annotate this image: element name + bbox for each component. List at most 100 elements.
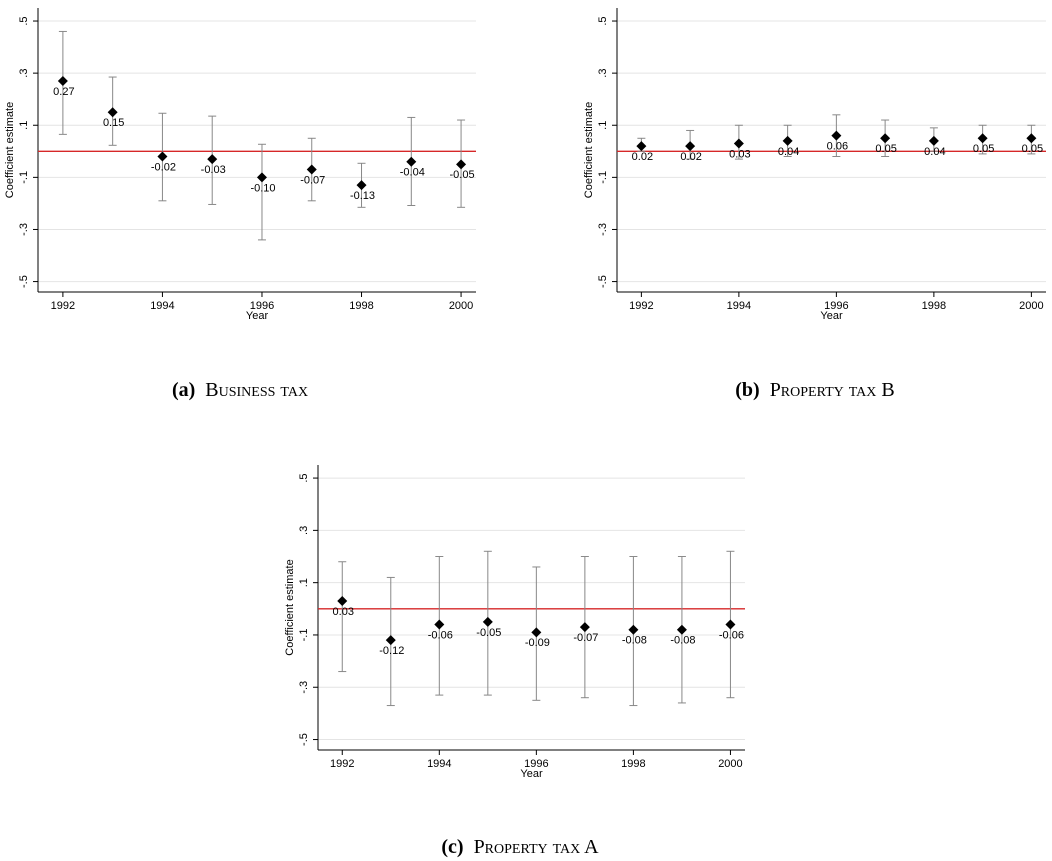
x-axis-label: Year — [246, 310, 269, 322]
panel: .5 .3 .1 -.1 -.3 -.5 1992 1994 1996 1998 2000 Year C… — [583, 8, 1046, 401]
caption-label: (b) — [735, 379, 759, 401]
value-label: 0.05 — [973, 143, 994, 155]
point-marker — [928, 135, 939, 146]
value-label: 0.02 — [632, 151, 653, 163]
x-tick-label: 2000 — [449, 300, 473, 312]
point-marker — [636, 141, 647, 152]
value-label: 0.04 — [924, 146, 945, 158]
value-label: -0.10 — [250, 182, 275, 194]
y-tick-label: -.3 — [597, 223, 609, 236]
x-tick-label: 1992 — [51, 300, 75, 312]
y-tick-label: .5 — [298, 473, 310, 482]
point-marker — [434, 619, 445, 630]
value-label: -0.08 — [622, 635, 647, 647]
y-tick-label: .3 — [597, 69, 609, 78]
panel: .5 .3 .1 -.1 -.3 -.5 1992 1994 1996 1998 2000 Year C… — [284, 465, 745, 858]
value-label: -0.08 — [670, 635, 695, 647]
y-tick-label: -.5 — [18, 275, 30, 288]
y-tick-label: .1 — [18, 121, 30, 130]
caption: (b) Property tax B — [735, 379, 895, 401]
point-marker — [628, 624, 639, 635]
value-label: -0.05 — [450, 169, 475, 181]
point-marker — [531, 627, 542, 638]
caption-label: (a) — [172, 379, 195, 401]
value-label: 0.05 — [875, 143, 896, 155]
x-tick-label: 1992 — [330, 758, 354, 770]
value-label: -0.03 — [201, 164, 226, 176]
point-marker — [306, 164, 317, 175]
value-label: 0.05 — [1022, 143, 1043, 155]
caption-text: Property tax B — [770, 379, 895, 401]
caption-text: Property tax A — [474, 836, 600, 858]
y-tick-label: .5 — [18, 16, 30, 25]
value-label: -0.09 — [525, 637, 550, 649]
x-axis-label: Year — [520, 768, 543, 780]
error-bar — [257, 143, 266, 241]
y-axis-label: Coefficient estimate — [284, 559, 296, 655]
y-tick-label: .1 — [298, 578, 310, 587]
y-axis-label: Coefficient estimate — [583, 102, 595, 198]
point-marker — [207, 154, 218, 165]
y-axis-label: Coefficient estimate — [4, 102, 16, 198]
x-tick-label: 2000 — [1019, 300, 1043, 312]
point-marker — [733, 138, 744, 149]
point-marker — [406, 156, 417, 167]
point-marker — [337, 595, 348, 606]
point-marker — [157, 151, 168, 162]
value-label: 0.02 — [680, 151, 701, 163]
value-label: -0.12 — [379, 645, 404, 657]
point-marker — [880, 133, 891, 144]
y-tick-label: -.5 — [298, 733, 310, 746]
x-tick-label: 1994 — [150, 300, 174, 312]
y-tick-label: .3 — [298, 526, 310, 535]
value-label: 0.15 — [103, 117, 124, 129]
y-tick-label: .3 — [18, 69, 30, 78]
value-label: 0.03 — [729, 148, 750, 160]
value-label: -0.02 — [151, 161, 176, 173]
point-marker — [356, 180, 367, 191]
point-marker — [57, 75, 68, 86]
value-label: 0.03 — [333, 606, 354, 618]
x-tick-label: 1998 — [621, 758, 645, 770]
caption: (c) Property tax A — [441, 836, 599, 858]
caption-text: Business tax — [205, 379, 308, 401]
value-label: -0.07 — [300, 174, 325, 186]
point-marker — [256, 172, 267, 183]
point-marker — [676, 624, 687, 635]
y-tick-label: .1 — [597, 121, 609, 130]
y-tick-label: -.1 — [298, 629, 310, 642]
y-tick-label: -.3 — [18, 223, 30, 236]
x-tick-label: 1994 — [727, 300, 751, 312]
caption-label: (c) — [441, 836, 463, 858]
point-marker — [107, 107, 118, 118]
y-tick-label: -.1 — [18, 171, 30, 184]
point-marker — [1026, 133, 1037, 144]
value-label: 0.06 — [827, 141, 848, 153]
value-label: -0.06 — [719, 629, 744, 641]
y-tick-label: -.3 — [298, 681, 310, 694]
point-marker — [782, 135, 793, 146]
value-label: 0.27 — [53, 86, 74, 98]
x-tick-label: 1998 — [922, 300, 946, 312]
value-label: -0.13 — [350, 190, 375, 202]
point-marker — [482, 616, 493, 627]
point-marker — [725, 619, 736, 630]
x-tick-label: 1998 — [349, 300, 373, 312]
value-label: 0.04 — [778, 146, 799, 158]
x-tick-label: 1994 — [427, 758, 451, 770]
value-label: -0.05 — [476, 627, 501, 639]
point-marker — [456, 159, 467, 170]
y-tick-label: -.5 — [597, 275, 609, 288]
value-label: -0.04 — [400, 167, 425, 179]
y-tick-label: .5 — [597, 16, 609, 25]
x-tick-label: 1996 — [824, 300, 848, 312]
y-tick-label: -.1 — [597, 171, 609, 184]
x-tick-label: 1992 — [629, 300, 653, 312]
point-marker — [977, 133, 988, 144]
point-marker — [385, 635, 396, 646]
x-axis-label: Year — [820, 310, 843, 322]
error-bar — [338, 561, 347, 673]
point-marker — [685, 141, 696, 152]
x-tick-label: 2000 — [718, 758, 742, 770]
